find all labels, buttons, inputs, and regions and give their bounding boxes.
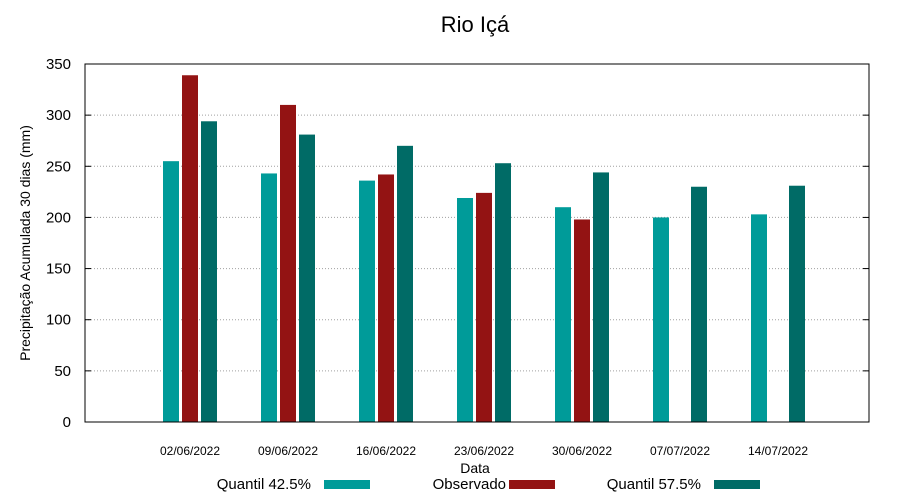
x-tick-label: 30/06/2022 [552,444,612,458]
x-tick-label: 16/06/2022 [356,444,416,458]
bar [555,207,571,422]
bar [280,104,296,423]
bar [299,134,315,422]
bar [457,197,473,422]
y-tick-label: 0 [63,414,71,431]
legend-label: Quantil 57.5% [607,476,701,493]
bars [163,75,805,423]
chart-title: Rio Içá [441,12,510,37]
x-axis-ticks: 02/06/2022 09/06/2022 16/06/2022 23/06/2022… [160,444,808,458]
bar [789,185,805,422]
bar [359,180,375,422]
legend: Quantil 42.5% Observado Quantil 57.5% [217,476,760,493]
bar [495,163,511,422]
x-tick-label: 09/06/2022 [258,444,318,458]
y-tick-label: 50 [54,363,71,380]
y-tick-label: 350 [46,56,71,73]
legend-swatch [324,480,370,489]
bar [201,121,217,422]
y-tick-label: 300 [46,107,71,124]
plot-frame [84,63,870,423]
x-tick-label: 23/06/2022 [454,444,514,458]
x-axis-label: Data [460,460,490,476]
bar [476,192,492,422]
bar [653,217,669,422]
y-tick-label: 250 [46,158,71,175]
y-tick-label: 200 [46,209,71,226]
y-axis-label: Precipitação Acumulada 30 dias (mm) [17,125,33,361]
x-tick-label: 07/07/2022 [650,444,710,458]
x-tick-label: 14/07/2022 [748,444,808,458]
legend-label: Quantil 42.5% [217,476,311,493]
bar [182,75,198,422]
y-tick-label: 100 [46,312,71,329]
bar [593,172,609,422]
bar [163,161,179,422]
bar [751,214,767,422]
legend-swatch [509,480,555,489]
bar [378,174,394,422]
bar [691,186,707,422]
x-tick-label: 02/06/2022 [160,444,220,458]
legend-swatch [714,480,760,489]
y-axis-ticks: 0 50 100 150 200 250 300 350 [46,56,869,431]
bar [574,219,590,422]
y-tick-label: 150 [46,261,71,278]
legend-label: Observado [433,476,506,493]
bar [261,173,277,422]
bar [397,145,413,423]
